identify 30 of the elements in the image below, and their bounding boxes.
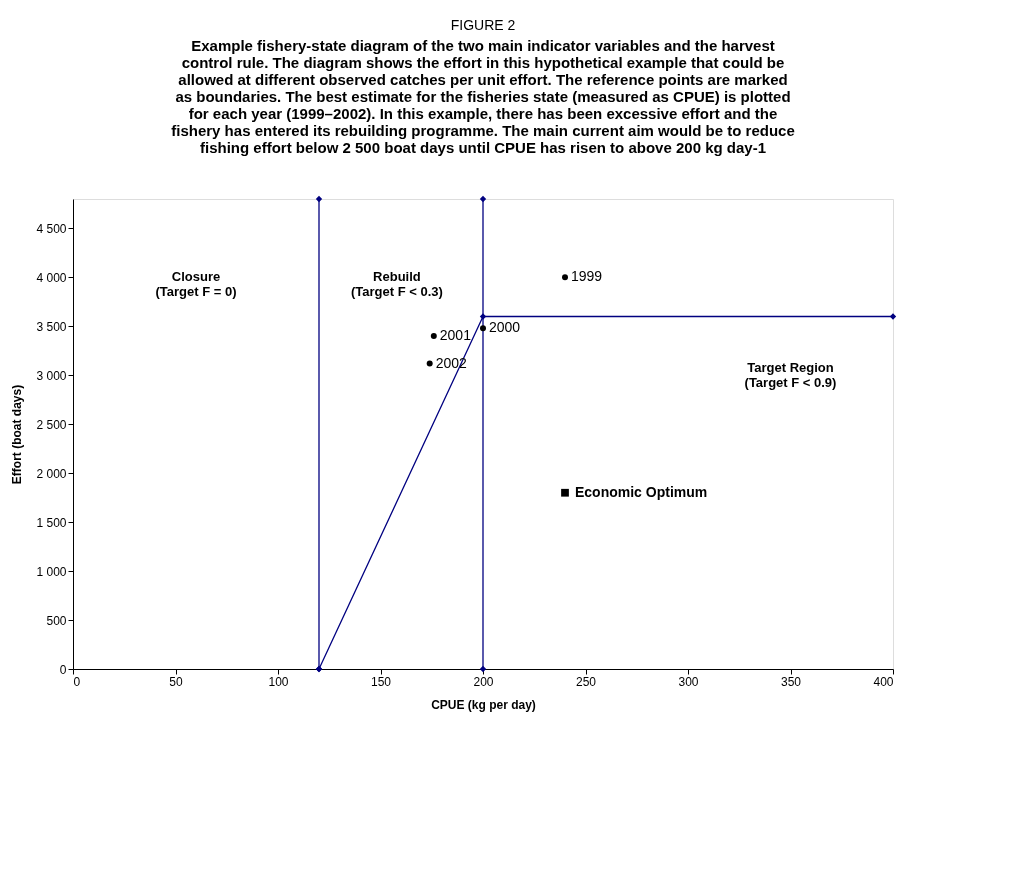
annotation: 2001	[439, 327, 472, 344]
annotation: 1999	[571, 268, 603, 285]
y-tick-label: 500	[46, 613, 67, 628]
x-tick-label: 300	[678, 674, 699, 689]
x-tick-label: 100	[268, 674, 289, 689]
chart-subtitle: Example fishery-state diagram of the two main indicator variables and the harvest control rule. The diagram shows the effort in this hypothetical example that could be allowed at different observed catches per unit effort. The reference points are marked as boundaries. The best estimate for the fisheries state (measured as CPUE) is plotted for each year (1999–2002). In this example, there has been excessive effort and the fishery has entered its rebuilding programme. The main current aim would be to reduce fishing effort below 2 500 boat days until CPUE has risen to above 200 kg day-1	[171, 36, 795, 156]
y-tick-label: 2 000	[36, 466, 67, 481]
series-label: Economic Optimum	[575, 483, 708, 500]
y-tick-label: 1 000	[36, 564, 67, 579]
x-tick-label: 150	[370, 674, 392, 689]
y-tick-label: 0	[59, 662, 67, 677]
chart-title: FIGURE 2	[450, 16, 516, 33]
x-tick-label: 50	[169, 674, 183, 689]
y-tick-label: 3 500	[36, 319, 67, 334]
x-tick-label: 0	[73, 674, 81, 689]
y-axis-title: Effort (boat days)	[10, 384, 25, 485]
x-tick-label: 400	[873, 674, 894, 689]
x-axis-title: CPUE (kg per day)	[431, 697, 536, 712]
y-tick-label: 4 500	[36, 221, 67, 236]
annotation: Closure (Target F = 0)	[155, 268, 237, 299]
x-tick-label: 200	[473, 674, 494, 689]
x-tick-label: 250	[575, 674, 597, 689]
y-tick-label: 4 000	[36, 270, 67, 285]
annotation: Target Region (Target F < 0.9)	[744, 360, 837, 391]
y-tick-label: 1 500	[36, 515, 67, 530]
x-tick-label: 350	[780, 674, 802, 689]
y-tick-label: 2 500	[36, 417, 67, 432]
annotation: Rebuild (Target F < 0.3)	[350, 268, 443, 299]
y-tick-label: 3 000	[36, 368, 67, 383]
annotation: 2000	[489, 319, 521, 336]
